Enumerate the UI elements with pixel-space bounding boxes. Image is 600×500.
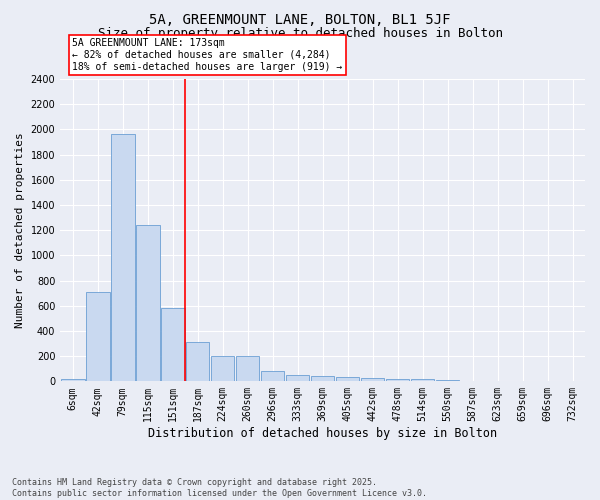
Bar xyxy=(311,376,334,382)
Text: 5A GREENMOUNT LANE: 173sqm
← 82% of detached houses are smaller (4,284)
18% of s: 5A GREENMOUNT LANE: 173sqm ← 82% of deta… xyxy=(72,38,343,72)
X-axis label: Distribution of detached houses by size in Bolton: Distribution of detached houses by size … xyxy=(148,427,497,440)
Bar xyxy=(436,380,460,382)
Text: 5A, GREENMOUNT LANE, BOLTON, BL1 5JF: 5A, GREENMOUNT LANE, BOLTON, BL1 5JF xyxy=(149,12,451,26)
Bar xyxy=(286,375,310,382)
Text: Size of property relative to detached houses in Bolton: Size of property relative to detached ho… xyxy=(97,28,503,40)
Bar xyxy=(61,379,85,382)
Bar xyxy=(186,342,209,382)
Y-axis label: Number of detached properties: Number of detached properties xyxy=(15,132,25,328)
Bar xyxy=(161,308,185,382)
Bar xyxy=(111,134,134,382)
Bar xyxy=(386,379,409,382)
Bar xyxy=(211,356,235,382)
Bar xyxy=(86,292,110,382)
Bar xyxy=(511,381,535,382)
Bar xyxy=(261,370,284,382)
Bar xyxy=(336,377,359,382)
Bar xyxy=(361,378,385,382)
Bar xyxy=(410,380,434,382)
Bar xyxy=(461,380,484,382)
Bar xyxy=(485,380,509,382)
Bar xyxy=(236,356,259,382)
Bar xyxy=(136,225,160,382)
Text: Contains HM Land Registry data © Crown copyright and database right 2025.
Contai: Contains HM Land Registry data © Crown c… xyxy=(12,478,427,498)
